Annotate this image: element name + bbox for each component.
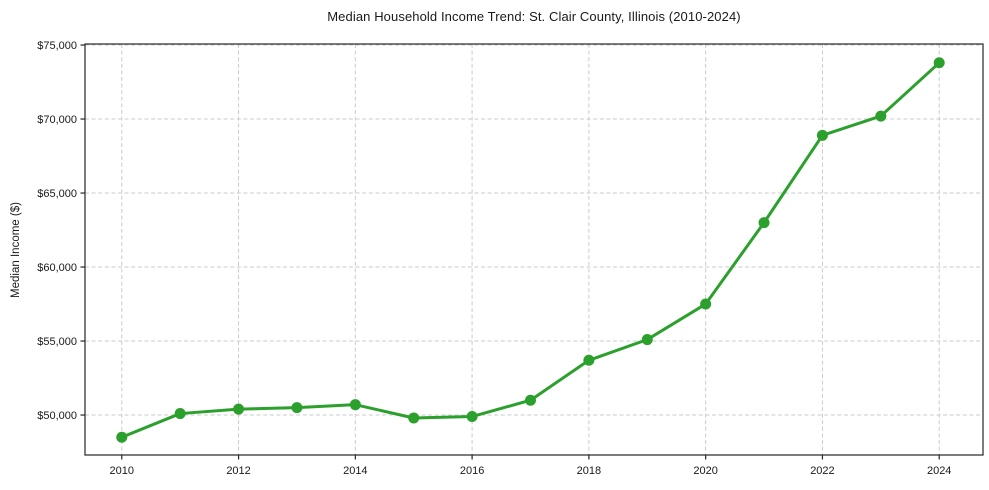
data-point <box>291 402 303 414</box>
data-point <box>408 412 420 424</box>
data-point <box>641 334 653 346</box>
x-tick-label: 2022 <box>810 465 834 477</box>
x-tick-label: 2020 <box>693 465 717 477</box>
x-tick-label: 2024 <box>927 465 951 477</box>
data-point <box>700 298 712 310</box>
chart-title: Median Household Income Trend: St. Clair… <box>327 9 741 24</box>
y-tick-label: $70,000 <box>37 114 77 126</box>
data-point <box>349 399 361 411</box>
x-tick-label: 2018 <box>577 465 601 477</box>
data-point <box>233 403 245 415</box>
data-point <box>466 411 478 423</box>
x-tick-label: 2012 <box>226 465 250 477</box>
data-point <box>116 431 128 443</box>
data-point <box>758 217 770 229</box>
x-tick-label: 2010 <box>110 465 134 477</box>
y-tick-label: $55,000 <box>37 336 77 348</box>
data-point <box>524 394 536 406</box>
data-point <box>174 408 186 420</box>
y-tick-label: $60,000 <box>37 262 77 274</box>
data-point <box>933 57 945 69</box>
y-tick-label: $50,000 <box>37 410 77 422</box>
y-tick-label: $75,000 <box>37 40 77 52</box>
x-tick-label: 2014 <box>343 465 367 477</box>
x-tick-label: 2016 <box>460 465 484 477</box>
y-axis-label: Median Income ($) <box>10 202 22 298</box>
data-point <box>583 354 595 366</box>
data-point <box>875 110 887 122</box>
data-point <box>816 129 828 141</box>
plot-border <box>84 43 984 456</box>
y-tick-label: $65,000 <box>37 188 77 200</box>
